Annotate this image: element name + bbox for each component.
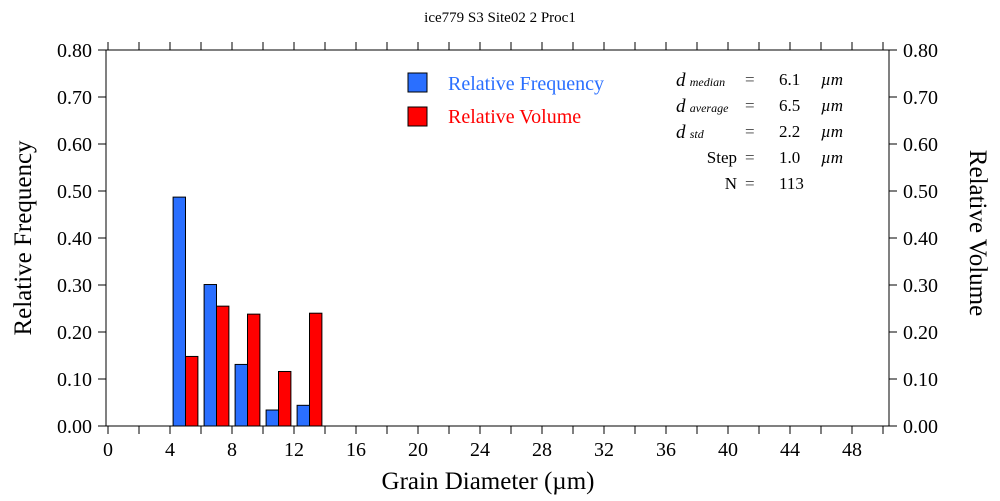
y-tick-label: 0.10 <box>57 369 92 391</box>
y-tick-label: 0.60 <box>57 134 92 156</box>
y-tick-label: 0.40 <box>57 228 92 250</box>
y-axis-label: Relative Frequency <box>10 140 37 336</box>
x-tick-label: 36 <box>656 439 676 461</box>
y2-tick-label: 0.00 <box>903 416 938 438</box>
x-tick-label: 0 <box>103 439 113 461</box>
x-axis-label: Grain Diameter (µm) <box>382 468 595 495</box>
volume-bar <box>185 355 199 427</box>
legend-label-frequency: Relative Frequency <box>448 73 604 95</box>
x-tick-label: 32 <box>594 439 614 461</box>
stat-unit: µm <box>821 70 844 89</box>
stat-label: d median <box>676 70 726 91</box>
frequency-bar <box>172 196 187 427</box>
y-tick-label: 0.80 <box>57 40 92 62</box>
stat-equals: = <box>745 148 755 167</box>
frequency-bar <box>296 404 311 427</box>
stat-value: 113 <box>779 174 804 193</box>
volume-bar <box>309 312 323 427</box>
stat-unit: µm <box>821 148 844 167</box>
y2-tick-label: 0.40 <box>903 228 938 250</box>
y2-tick-label: 0.30 <box>903 275 938 297</box>
x-tick-label: 16 <box>346 439 366 461</box>
volume-bar <box>278 370 292 427</box>
legend-swatch-volume <box>407 106 428 127</box>
stat-equals: = <box>745 70 755 89</box>
y2-tick-label: 0.70 <box>903 87 938 109</box>
legend-label-volume: Relative Volume <box>448 106 581 128</box>
x-tick-label: 44 <box>780 439 800 461</box>
stat-label: N <box>724 174 737 193</box>
x-tick-label: 24 <box>470 439 490 461</box>
y-tick-label: 0.00 <box>57 416 92 438</box>
stat-value: 1.0 <box>779 148 801 167</box>
stat-equals: = <box>745 174 755 193</box>
stat-unit: µm <box>821 122 844 141</box>
y-tick-label: 0.50 <box>57 181 92 203</box>
stat-value: 2.2 <box>779 122 801 141</box>
x-tick-label: 8 <box>227 439 237 461</box>
x-tick-label: 48 <box>842 439 862 461</box>
frequency-bar <box>265 409 280 427</box>
volume-bar <box>216 305 230 427</box>
stat-label: Step <box>706 148 737 167</box>
chart-title: ice779 S3 Site02 2 Proc1 <box>424 10 576 26</box>
x-tick-label: 28 <box>532 439 552 461</box>
y2-axis-label: Relative Volume <box>964 150 991 316</box>
stat-equals: = <box>745 96 755 115</box>
y2-tick-label: 0.20 <box>903 322 938 344</box>
volume-bar <box>247 313 261 427</box>
stat-equals: = <box>745 122 755 141</box>
legend-swatch-frequency <box>407 72 428 93</box>
y2-tick-label: 0.60 <box>903 134 938 156</box>
stat-label: d std <box>676 122 704 143</box>
frequency-bar <box>234 363 249 427</box>
y-tick-label: 0.20 <box>57 322 92 344</box>
x-tick-label: 20 <box>408 439 428 461</box>
stat-value: 6.5 <box>779 96 801 115</box>
y-tick-label: 0.70 <box>57 87 92 109</box>
y2-tick-label: 0.50 <box>903 181 938 203</box>
legend: Relative Frequency Relative Volume <box>407 72 604 128</box>
x-tick-label: 12 <box>284 439 304 461</box>
plot-frame <box>105 49 890 427</box>
frequency-bar <box>203 284 218 427</box>
y2-tick-label: 0.80 <box>903 40 938 62</box>
stat-unit: µm <box>821 96 844 115</box>
x-tick-label: 40 <box>718 439 738 461</box>
y2-tick-label: 0.10 <box>903 369 938 391</box>
x-tick-label: 4 <box>165 439 175 461</box>
stat-label: d average <box>676 96 729 117</box>
stat-value: 6.1 <box>779 70 801 89</box>
y-tick-label: 0.30 <box>57 275 92 297</box>
